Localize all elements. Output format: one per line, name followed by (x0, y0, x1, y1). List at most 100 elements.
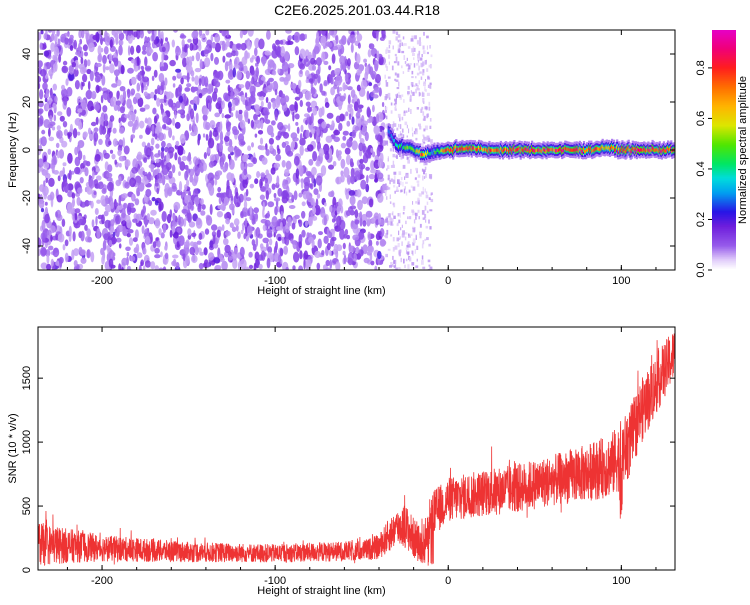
noise-cell (281, 160, 286, 168)
noise-cell (387, 187, 391, 190)
noise-cell (203, 107, 209, 116)
noise-cell (194, 196, 200, 205)
colorbar-tick-label: 0.4 (695, 161, 707, 176)
noise-cell (144, 56, 148, 67)
noise-cell (225, 230, 231, 237)
noise-cell (295, 121, 299, 126)
noise-cell (294, 113, 300, 120)
colorbar-step (712, 268, 736, 271)
noise-cell (347, 103, 353, 109)
noise-cell (310, 87, 316, 95)
noise-cell (303, 59, 307, 66)
noise-cell (411, 127, 413, 132)
noise-cell (102, 93, 108, 99)
noise-cell (343, 254, 347, 265)
noise-cell (171, 39, 175, 48)
noise-cell (115, 215, 121, 225)
noise-cell (199, 58, 203, 70)
noise-cell (276, 175, 280, 186)
noise-cell (424, 205, 427, 211)
noise-cell (387, 156, 389, 159)
noise-cell (118, 44, 123, 56)
noise-cell (378, 56, 384, 66)
snr-ytick-label: 1500 (21, 366, 33, 390)
noise-cell (126, 219, 132, 229)
noise-cell (394, 72, 397, 76)
noise-cell (419, 234, 422, 239)
noise-cell (50, 33, 55, 42)
noise-cell (385, 63, 388, 68)
noise-cell (127, 110, 133, 121)
noise-cell (161, 174, 166, 186)
colorbar-step (712, 238, 736, 241)
noise-cell (393, 265, 396, 269)
noise-cell (334, 68, 340, 76)
noise-cell (415, 167, 418, 171)
noise-cell (398, 94, 402, 98)
noise-cell (74, 212, 78, 221)
colorbar-step (712, 92, 736, 95)
noise-cell (198, 232, 203, 240)
noise-cell (59, 258, 63, 268)
noise-cell (389, 148, 393, 152)
noise-cell (119, 94, 124, 104)
noise-cell (248, 251, 253, 258)
noise-cell (58, 54, 62, 63)
noise-cell (118, 127, 125, 134)
noise-cell (416, 72, 420, 76)
noise-cell (90, 251, 95, 263)
noise-cell (259, 194, 265, 201)
noise-cell (143, 42, 149, 47)
noise-cell (74, 208, 81, 214)
noise-cell (244, 99, 248, 107)
noise-cell (293, 155, 300, 166)
colorbar-step (712, 112, 736, 115)
noise-cell (293, 251, 300, 263)
noise-cell (123, 202, 128, 209)
noise-cell (101, 75, 106, 86)
noise-cell (173, 231, 179, 239)
noise-cell (357, 104, 364, 109)
noise-cell (95, 216, 98, 226)
noise-cell (184, 87, 191, 92)
noise-cell (416, 40, 419, 45)
noise-cell (406, 57, 408, 61)
noise-cell (172, 135, 175, 141)
noise-cell (416, 85, 419, 90)
noise-cell (425, 225, 429, 229)
noise-cell (130, 76, 137, 85)
noise-cell (74, 146, 78, 156)
colorbar-step (712, 102, 736, 105)
noise-cell (409, 98, 412, 102)
noise-cell (294, 46, 300, 56)
noise-cell (356, 189, 362, 198)
noise-cell (330, 76, 334, 85)
noise-cell (426, 201, 429, 205)
noise-cell (387, 158, 389, 162)
noise-cell (345, 58, 348, 66)
noise-cell (385, 79, 387, 83)
colorbar-step (712, 186, 736, 189)
noise-cell (125, 30, 128, 37)
noise-cell (277, 122, 284, 131)
colorbar-step (712, 130, 736, 133)
noise-cell (264, 110, 269, 121)
noise-cell (416, 168, 418, 174)
noise-cell (406, 157, 409, 160)
noise-cell (410, 63, 412, 66)
colorbar-step (712, 58, 736, 61)
noise-cell (247, 145, 252, 151)
noise-cell (96, 228, 101, 239)
noise-cell (209, 154, 216, 162)
noise-cell (68, 169, 72, 181)
signal-cell (629, 150, 632, 154)
noise-cell (39, 89, 44, 100)
noise-cell (151, 32, 155, 42)
noise-cell (273, 162, 281, 168)
noise-cell (407, 216, 409, 220)
noise-cell (187, 228, 192, 236)
noise-cell (86, 228, 91, 237)
noise-cell (164, 77, 168, 86)
noise-cell (418, 42, 422, 46)
colorbar-step (712, 62, 736, 65)
